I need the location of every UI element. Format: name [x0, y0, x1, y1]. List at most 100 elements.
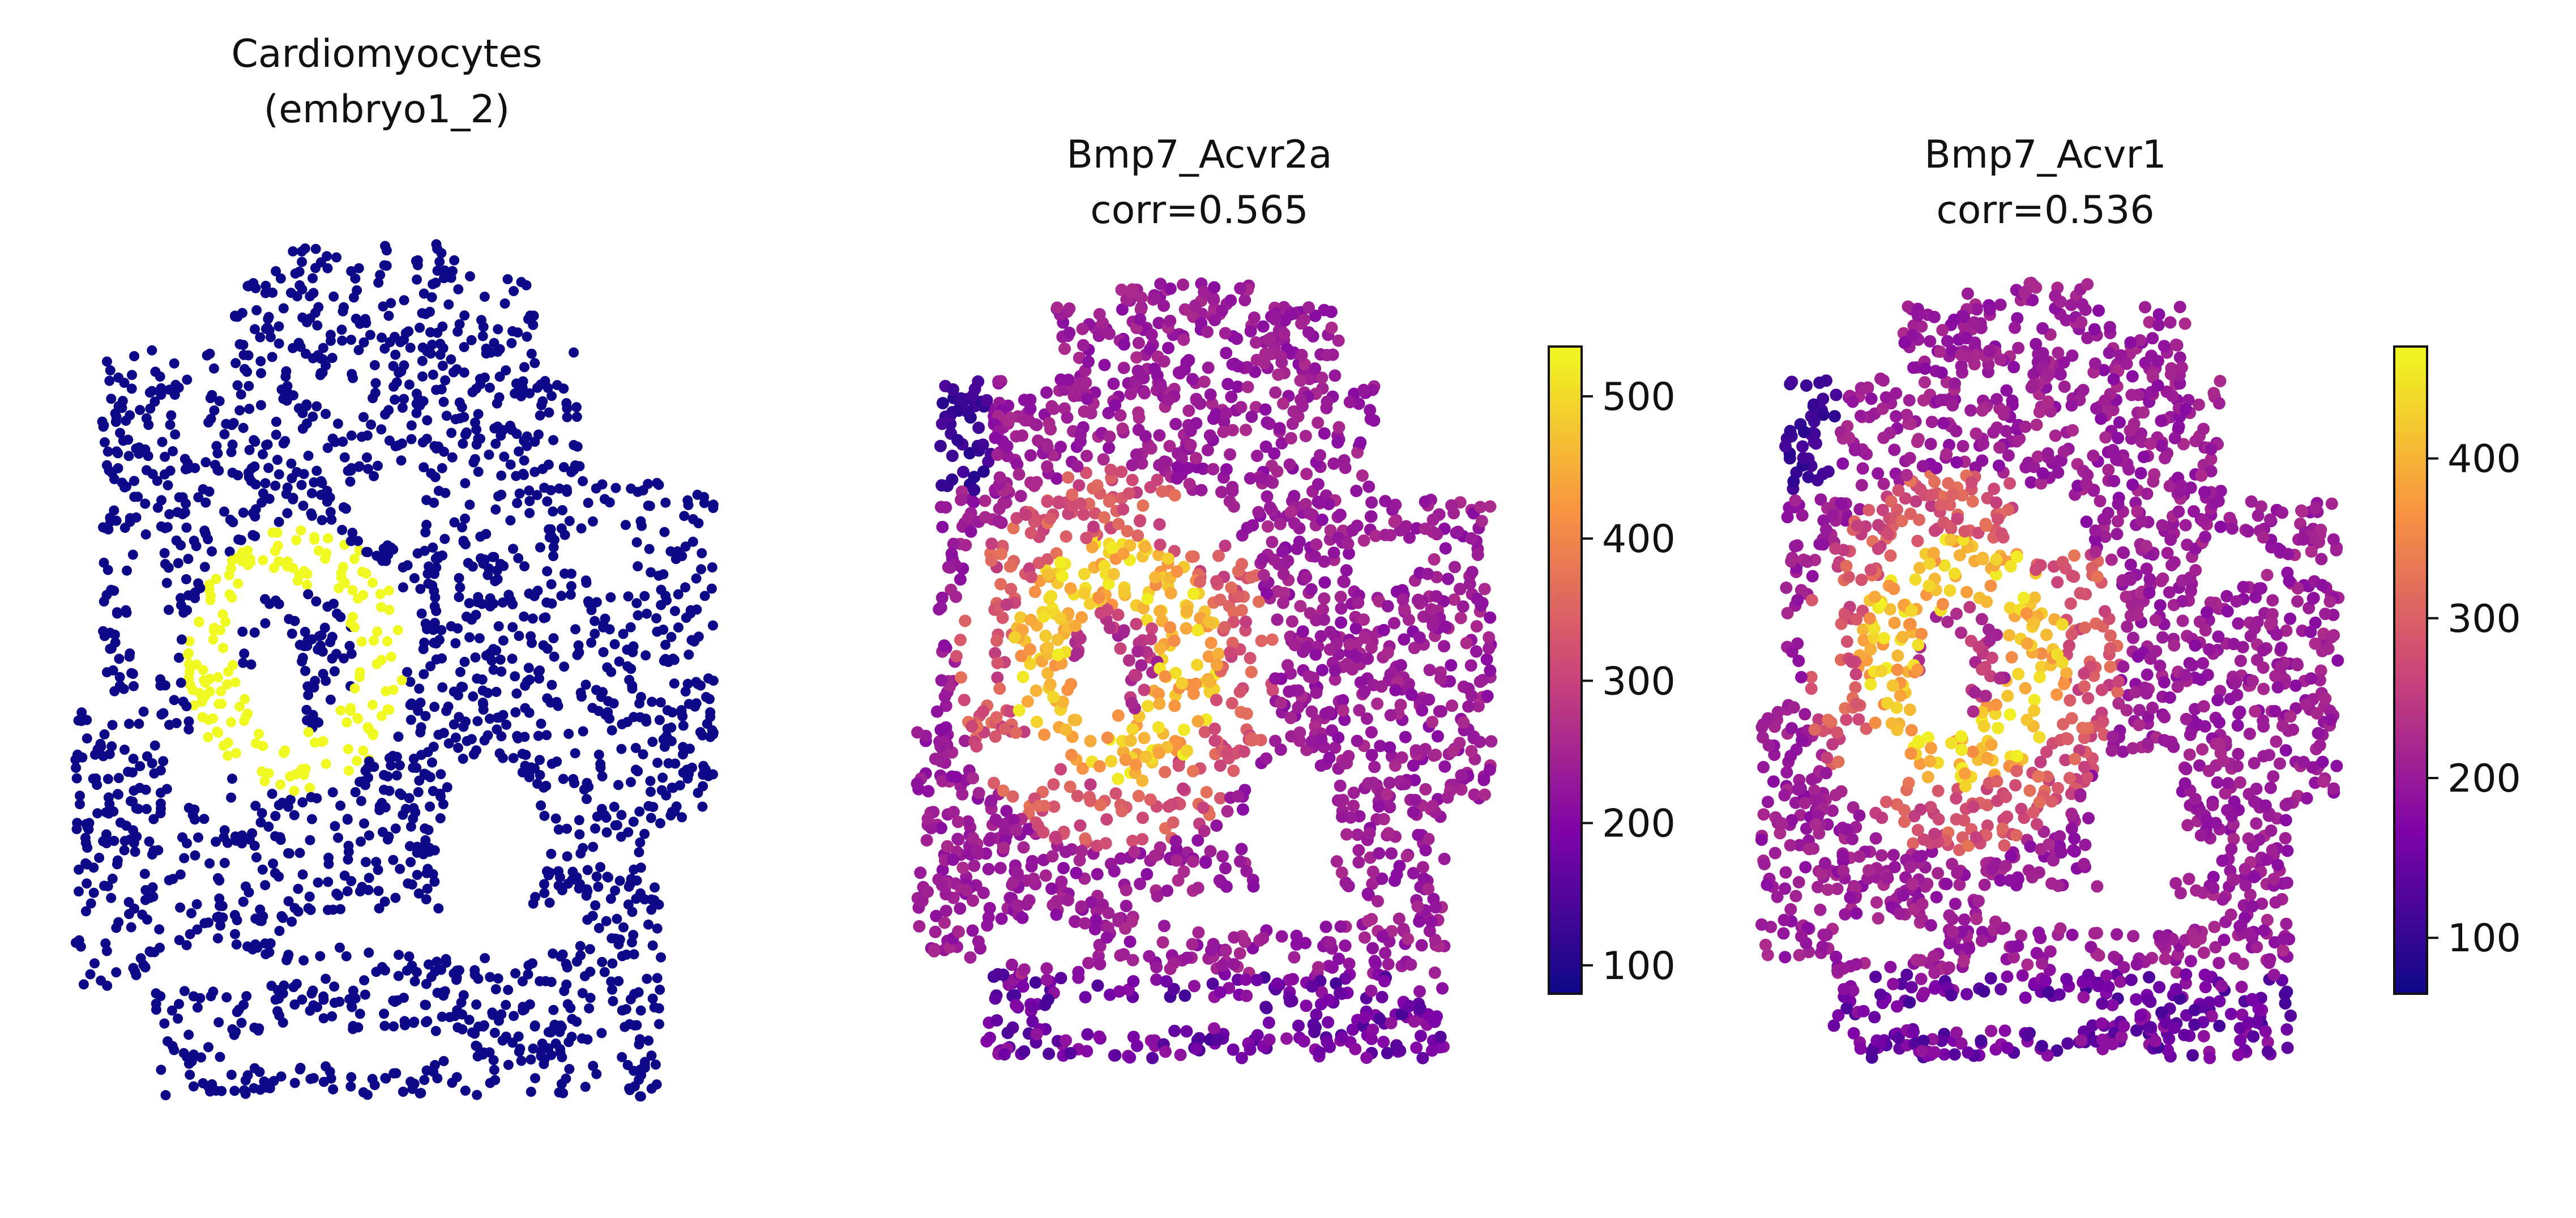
- spot-point: [390, 823, 401, 834]
- spot-point: [1299, 937, 1312, 950]
- spot-point: [485, 972, 495, 982]
- spot-point: [108, 665, 118, 676]
- spot-point: [548, 1005, 559, 1015]
- spot-point: [424, 847, 435, 857]
- spot-point: [354, 886, 365, 897]
- spot-point: [421, 519, 432, 530]
- spot-point: [1288, 517, 1301, 530]
- spot-point: [1360, 712, 1373, 725]
- spot-point: [606, 725, 617, 736]
- spot-point: [92, 808, 103, 819]
- spot-point: [456, 997, 467, 1008]
- spot-point: [1074, 429, 1087, 442]
- spot-point: [222, 679, 233, 690]
- spot-point: [510, 707, 521, 717]
- spot-point: [680, 686, 691, 697]
- spot-point: [490, 984, 501, 994]
- spot-point: [106, 643, 117, 654]
- spot-point: [535, 770, 545, 780]
- spot-point: [1025, 860, 1038, 873]
- spot-point: [1339, 939, 1352, 952]
- spot-point: [292, 467, 302, 477]
- spot-point: [1259, 440, 1272, 453]
- spot-point: [297, 656, 307, 667]
- spot-point: [1335, 866, 1348, 879]
- spot-point: [300, 243, 310, 254]
- spot-point: [1325, 321, 1338, 334]
- spot-point: [591, 483, 601, 494]
- spot-point: [644, 544, 655, 554]
- spot-point: [624, 674, 635, 685]
- spot-point: [418, 669, 429, 679]
- spot-point: [517, 976, 528, 987]
- spot-point: [348, 985, 358, 996]
- spot-point: [422, 883, 433, 894]
- spot-point: [322, 601, 333, 612]
- spot-point: [1225, 581, 1238, 594]
- spot-point: [306, 792, 317, 802]
- spot-point: [109, 629, 120, 640]
- spot-point: [1127, 975, 1140, 988]
- spot-point: [529, 1021, 540, 1032]
- spot-point: [230, 1027, 241, 1037]
- spot-point: [1421, 567, 1434, 580]
- spot-point: [1107, 567, 1120, 580]
- spot-point: [1019, 414, 1032, 427]
- spot-point: [562, 999, 573, 1010]
- spot-point: [183, 716, 194, 727]
- spot-point: [616, 810, 627, 820]
- spot-point: [2023, 784, 2036, 797]
- spot-point: [1389, 498, 1402, 511]
- spot-point: [369, 471, 379, 481]
- spot-point: [224, 546, 235, 557]
- spot-point: [454, 592, 464, 602]
- spot-point: [1400, 850, 1413, 862]
- spot-point: [1272, 368, 1285, 381]
- spot-point: [538, 640, 549, 651]
- spot-point: [580, 1082, 591, 1092]
- spot-point: [1300, 999, 1313, 1012]
- spot-point: [1907, 837, 1920, 850]
- spot-point: [1054, 972, 1067, 985]
- spot-point: [1471, 548, 1484, 561]
- spot-point: [461, 612, 472, 622]
- spot-point: [1277, 596, 1289, 609]
- spot-point: [328, 291, 339, 302]
- spot-point: [211, 574, 221, 584]
- spot-point: [697, 801, 708, 812]
- spot-point: [278, 747, 289, 758]
- spot-point: [1146, 622, 1158, 635]
- spot-point: [938, 916, 951, 929]
- spot-point: [1178, 989, 1191, 1002]
- spot-point: [408, 813, 418, 824]
- spot-point: [400, 1020, 410, 1031]
- spot-point: [989, 647, 1002, 660]
- spot-point: [373, 460, 383, 471]
- spot-point: [589, 616, 600, 626]
- spot-point: [78, 979, 89, 990]
- spot-point: [968, 860, 981, 872]
- spot-point: [1171, 461, 1184, 473]
- spot-point: [350, 273, 361, 284]
- spot-point: [152, 502, 163, 513]
- spot-point: [2309, 616, 2322, 629]
- spot-point: [1195, 484, 1208, 497]
- spot-point: [1314, 449, 1326, 461]
- panel-1-scatter: [70, 239, 719, 1102]
- spot-point: [545, 485, 556, 495]
- spot-point: [103, 524, 114, 535]
- spot-point: [546, 679, 557, 690]
- spot-point: [997, 784, 1010, 797]
- spot-point: [1234, 282, 1247, 295]
- spot-point: [255, 332, 266, 343]
- spot-point: [2189, 435, 2202, 447]
- spot-point: [1385, 1016, 1398, 1029]
- spot-point: [457, 522, 467, 533]
- spot-point: [593, 882, 604, 892]
- spot-point: [670, 758, 681, 769]
- spot-point: [471, 439, 482, 450]
- spot-point: [453, 284, 464, 294]
- spot-point: [1153, 697, 1166, 710]
- spot-point: [382, 636, 392, 647]
- spot-point: [520, 681, 531, 691]
